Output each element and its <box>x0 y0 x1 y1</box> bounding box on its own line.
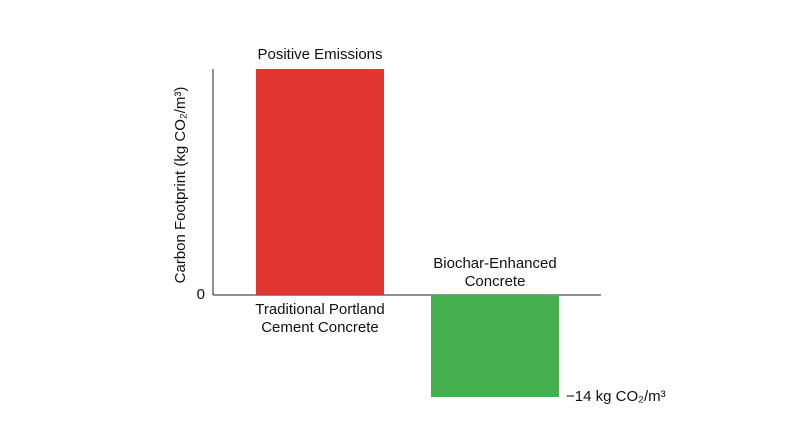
value-label: −14 kg CO₂/m³ <box>566 388 666 405</box>
x-tick-label: Biochar-Enhanced Concrete <box>433 254 557 290</box>
annotation: Positive Emissions <box>257 46 382 63</box>
bar <box>431 294 559 397</box>
y-axis-label: Carbon Footprint (kg CO₂/m³) <box>172 87 189 284</box>
bar <box>256 69 384 295</box>
x-tick-label: Traditional Portland Cement Concrete <box>255 300 385 336</box>
y-tick-label: 0 <box>197 286 205 303</box>
